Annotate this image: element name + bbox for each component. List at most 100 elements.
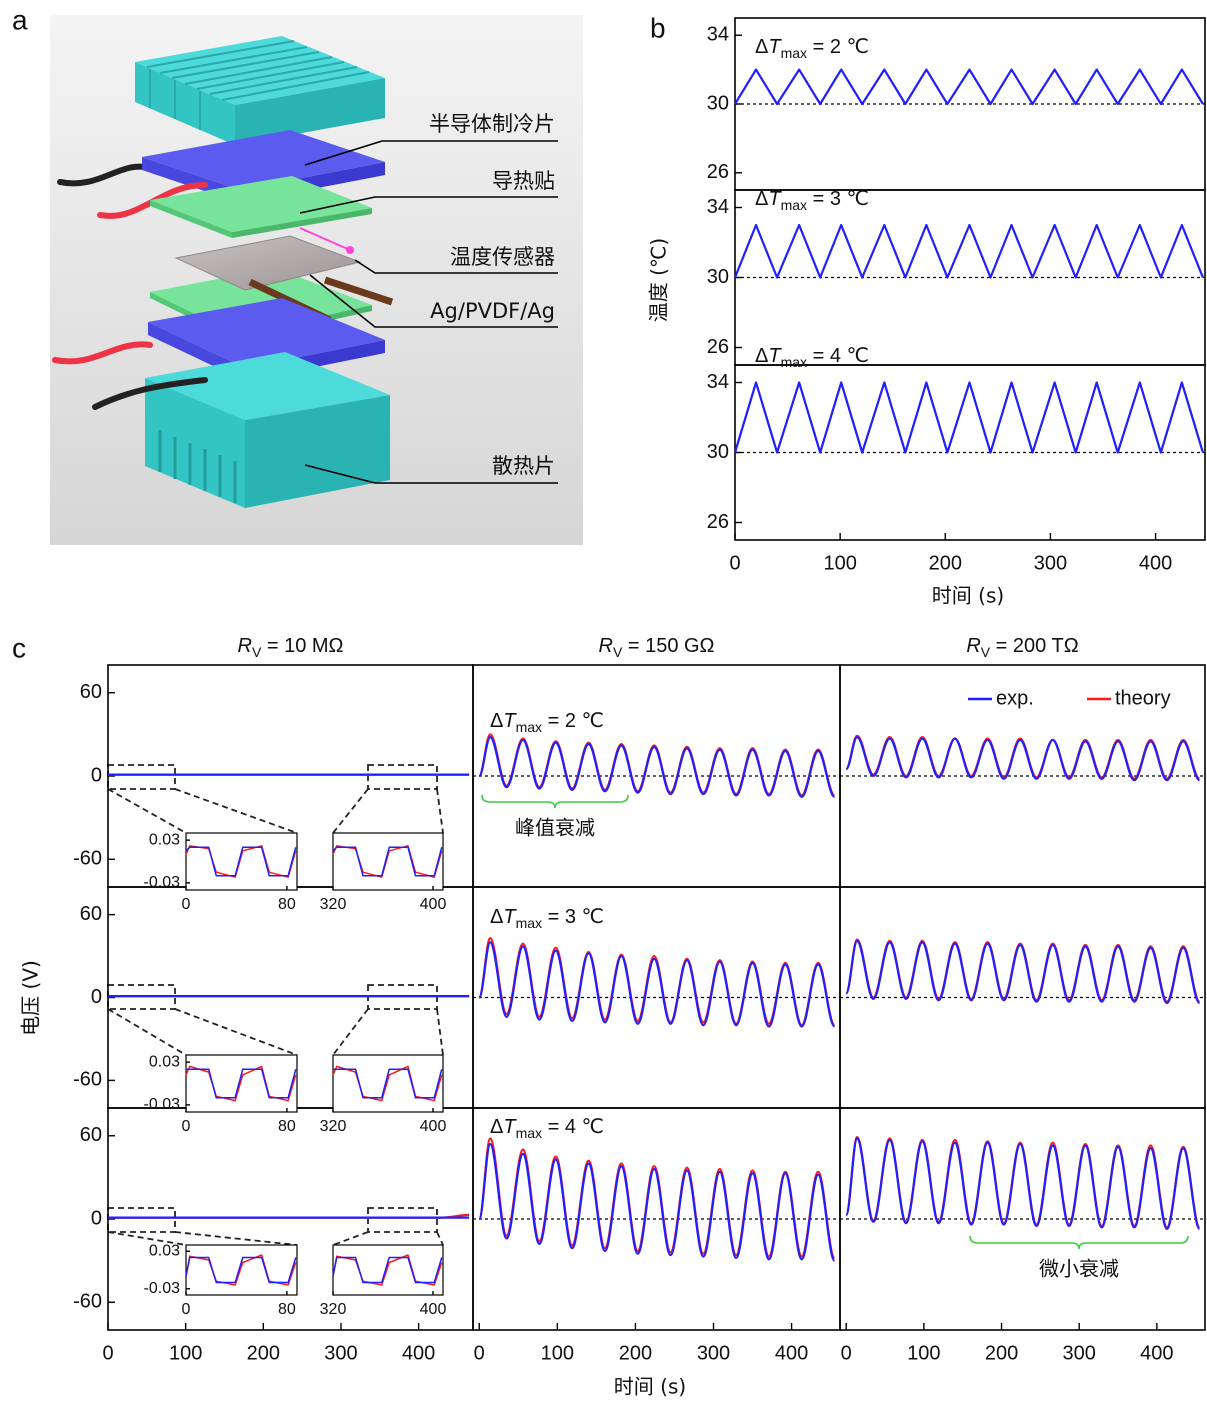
x-tick-label: 400: [1140, 1342, 1173, 1364]
leader-line: [309, 274, 558, 328]
brace: [969, 1235, 1189, 1250]
annotation-part: Δ: [490, 906, 503, 928]
chart: 0 100 200 300 400 ΔTmax = 4 ℃: [472, 1107, 841, 1364]
x-tick-label: 200: [619, 1342, 652, 1364]
y-axis-label: 温度 (℃): [647, 238, 671, 322]
x-tick-label: 300: [1063, 1342, 1096, 1364]
y-axis-label: 电压 (V): [19, 960, 43, 1036]
annotation-part: T: [503, 906, 517, 928]
wire: [52, 341, 153, 365]
y-tick-label: -0.03: [144, 1096, 181, 1113]
annotation: ΔTmax = 2 ℃: [490, 710, 604, 734]
zoom-box: [367, 764, 438, 790]
y-tick-label: -60: [73, 848, 102, 870]
heatsink-top: [135, 62, 235, 145]
axes-frame: [332, 832, 444, 891]
leader-line: [354, 259, 558, 274]
axes-frame: [185, 832, 298, 891]
title-part: = 150 GΩ: [622, 635, 714, 657]
fin: [184, 56, 333, 85]
wire: [57, 163, 153, 187]
pvdf-film: [174, 235, 362, 291]
fin: [221, 71, 370, 101]
y-tick-label: 26: [707, 511, 729, 533]
x-tick-label: 0: [182, 1301, 191, 1318]
annotation-part: max: [516, 1125, 542, 1141]
x-tick-label: 100: [541, 1342, 574, 1364]
x-tick-label: 0: [182, 1118, 191, 1135]
x-tick-label: 400: [420, 1301, 447, 1318]
x-tick-label: 200: [929, 552, 962, 574]
x-tick-label: 0: [474, 1342, 485, 1364]
diagram-label: 半导体制冷片: [429, 112, 555, 136]
zoom-connector: [174, 788, 298, 834]
y-tick-label: -0.03: [144, 1280, 181, 1297]
zoom-connector: [332, 1231, 369, 1246]
data-line: [734, 68, 1204, 106]
zoom-connector: [107, 788, 187, 834]
title-part: R: [966, 635, 980, 657]
x-tick-label: 100: [823, 552, 856, 574]
y-tick-label: 34: [707, 23, 729, 45]
brace: [481, 794, 629, 809]
panel-label: c: [12, 632, 26, 663]
annotation-part: Δ: [490, 710, 503, 732]
x-tick-label: 300: [1034, 552, 1067, 574]
data-line: [186, 1068, 297, 1099]
annotation-part: max: [781, 354, 807, 370]
zoom-connector: [174, 1231, 298, 1246]
diagram-label: 散热片: [492, 454, 555, 478]
annotation-part: max: [781, 45, 807, 61]
annotation-part: max: [516, 915, 542, 931]
peltier-plate: [142, 130, 385, 190]
title-part: V: [613, 644, 623, 660]
sensor: [346, 246, 354, 254]
x-tick-label: 0: [182, 896, 191, 913]
data-line: [733, 223, 1204, 279]
y-tick-label: 30: [707, 441, 729, 463]
thermal-pad: [150, 176, 372, 232]
x-tick-label: 0: [841, 1342, 852, 1364]
heatsink-bottom: [145, 352, 390, 420]
y-tick-label: 0.03: [149, 1053, 180, 1070]
annotation-part: = 2 ℃: [807, 36, 869, 58]
x-tick-label: 400: [402, 1342, 435, 1364]
legend-label: theory: [1115, 687, 1171, 709]
panel-label: b: [650, 12, 666, 43]
axes-frame: [332, 1054, 444, 1113]
annotation: ΔTmax = 4 ℃: [755, 345, 869, 369]
chart-title: RV = 10 MΩ: [237, 635, 343, 659]
zoom-box: [107, 764, 176, 790]
data-line: [332, 846, 443, 877]
y-tick-label: 60: [80, 903, 102, 925]
electrode: [323, 276, 394, 306]
y-tick-label: 60: [80, 681, 102, 703]
data-line: [845, 939, 1201, 1005]
y-tick-label: 0: [91, 986, 102, 1008]
inset-chart: 320 400: [320, 1054, 446, 1135]
zoom-connector: [332, 1008, 369, 1056]
device-diagram: 半导体制冷片 导热贴 温度传感器 Ag/PVDF/Ag 散热片: [50, 15, 583, 545]
zoom-connector: [436, 1008, 444, 1056]
x-tick-label: 100: [169, 1342, 202, 1364]
zoom-guides: [107, 1207, 444, 1246]
data-line: [478, 1137, 836, 1259]
leader-line: [299, 196, 558, 214]
y-tick-label: 60: [80, 1124, 102, 1146]
x-tick-label: 80: [278, 1301, 296, 1318]
data-line: [332, 1256, 443, 1284]
y-tick-label: 34: [707, 196, 729, 218]
x-tick-label: 320: [320, 1301, 347, 1318]
annotation-part: Δ: [490, 1116, 503, 1138]
y-tick-label: 30: [707, 266, 729, 288]
fin: [146, 40, 295, 68]
chart: 0 100 200 300 400 微小衰减: [839, 1107, 1206, 1364]
x-tick-label: 0: [102, 1342, 113, 1364]
annotation-part: = 3 ℃: [807, 188, 869, 210]
title-part: R: [598, 635, 612, 657]
diagram-label: 温度传感器: [450, 245, 555, 269]
chart: 26 30 34 ΔTmax = 2 ℃: [707, 17, 1206, 191]
y-tick-label: 0.03: [149, 1242, 180, 1259]
y-tick-label: 34: [707, 371, 729, 393]
title-part: = 10 MΩ: [261, 635, 343, 657]
